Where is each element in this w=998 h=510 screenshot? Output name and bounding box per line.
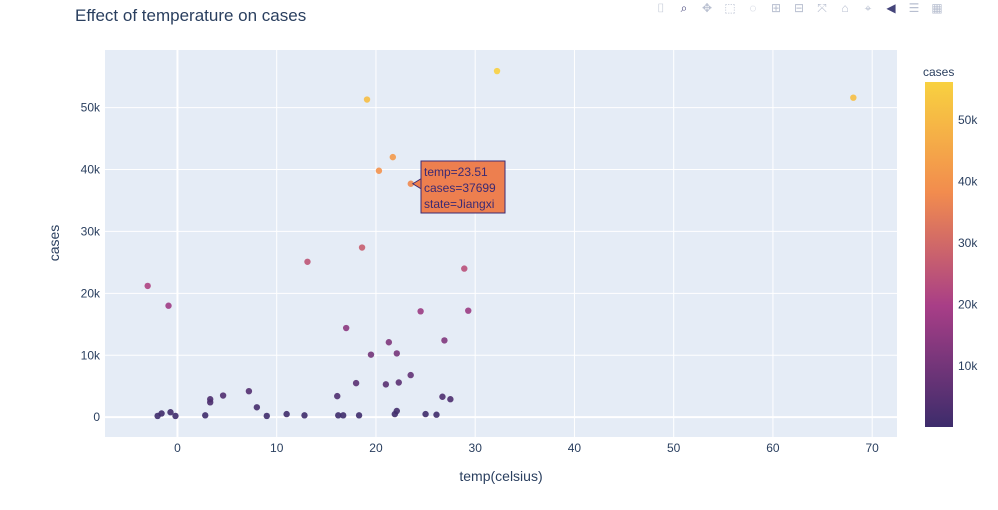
y-tick-label: 20k <box>81 286 101 300</box>
data-point[interactable] <box>433 411 440 418</box>
data-point[interactable] <box>422 410 429 418</box>
data-point[interactable] <box>407 371 414 379</box>
data-point[interactable] <box>335 412 342 419</box>
data-point[interactable] <box>301 412 308 419</box>
data-point[interactable] <box>158 410 165 417</box>
data-point[interactable] <box>393 407 400 415</box>
data-point[interactable] <box>342 324 350 332</box>
reset-axes-icon[interactable]: ⌂ <box>841 1 849 15</box>
x-axis-ticks: 0 10 20 30 40 50 60 70 <box>174 441 879 455</box>
x-tick-label: 70 <box>866 441 880 455</box>
zoom-out-icon[interactable]: ⊟ <box>793 1 805 15</box>
hover-line-state: state=Jiangxi <box>424 197 494 211</box>
colorbar: cases 10k 20k 30k 40k 50k <box>923 65 978 427</box>
colorbar-title: cases <box>923 65 954 79</box>
data-point[interactable] <box>355 412 363 419</box>
y-tick-label: 0 <box>93 410 100 424</box>
data-point[interactable] <box>207 396 214 403</box>
data-point[interactable] <box>172 412 179 420</box>
data-point[interactable] <box>393 350 400 357</box>
data-point[interactable] <box>352 379 360 387</box>
colorbar-tick-label: 10k <box>958 359 978 373</box>
data-point[interactable] <box>363 96 371 103</box>
data-point[interactable] <box>339 412 347 419</box>
data-point[interactable] <box>358 244 366 251</box>
hover-line-cases: cases=37699 <box>424 181 496 195</box>
data-point[interactable] <box>375 167 383 174</box>
data-point[interactable] <box>417 308 424 315</box>
data-point[interactable] <box>447 396 454 403</box>
data-point[interactable] <box>850 94 857 101</box>
data-point[interactable] <box>334 392 341 400</box>
data-point[interactable] <box>144 282 151 290</box>
lasso-select-icon[interactable]: ◌ <box>749 1 757 15</box>
data-point[interactable] <box>167 409 174 416</box>
chart-title: Effect of temperature on cases <box>75 6 307 25</box>
data-point[interactable] <box>382 381 390 388</box>
y-axis-label: cases <box>46 225 62 262</box>
y-axis-ticks: 0 10k 20k 30k 40k 50k <box>81 101 101 425</box>
colorbar-tick-label: 40k <box>958 175 978 189</box>
hover-line-temp: temp=23.51 <box>424 165 488 179</box>
spike-lines-icon[interactable]: ⌖ <box>864 1 872 15</box>
plot-area[interactable] <box>105 50 897 437</box>
data-point[interactable] <box>493 67 501 75</box>
data-point[interactable] <box>245 387 253 395</box>
hover-pointer <box>411 177 422 190</box>
data-point[interactable] <box>441 337 448 344</box>
data-point[interactable] <box>407 180 414 187</box>
data-point[interactable] <box>367 351 375 358</box>
data-points <box>144 67 857 420</box>
x-tick-label: 20 <box>369 441 383 455</box>
box-select-icon[interactable]: ⬚ <box>724 1 736 15</box>
pan-icon[interactable]: ✥ <box>701 1 713 15</box>
zoom-in-icon[interactable]: ⊞ <box>770 1 782 15</box>
data-point[interactable] <box>389 153 397 161</box>
y-tick-label: 10k <box>81 348 101 362</box>
y-tick-label: 30k <box>81 224 101 238</box>
data-point[interactable] <box>465 307 472 314</box>
colorbar-gradient <box>925 82 953 427</box>
data-point[interactable] <box>263 412 270 420</box>
zoom-icon[interactable]: ⌕ <box>680 1 688 15</box>
hover-compare-icon[interactable]: ☰ <box>908 1 920 15</box>
x-tick-label: 60 <box>766 441 780 455</box>
colorbar-tick-label: 50k <box>958 113 978 127</box>
x-tick-label: 40 <box>568 441 582 455</box>
modebar: ⌷ ⌕ ✥ ⬚ ◌ ⊞ ⊟ ⤧ ⌂ ⌖ ◀ ☰ ▦ <box>652 0 946 16</box>
hover-closest-icon[interactable]: ◀ <box>886 1 896 15</box>
x-tick-label: 50 <box>667 441 681 455</box>
data-point[interactable] <box>385 339 393 346</box>
data-point[interactable] <box>283 410 290 418</box>
hover-box <box>420 160 506 214</box>
gridlines <box>105 50 897 437</box>
autoscale-icon[interactable]: ⤧ <box>817 1 827 15</box>
data-point[interactable] <box>219 392 227 399</box>
colorbar-tick-label: 20k <box>958 298 978 312</box>
data-point[interactable] <box>202 412 209 419</box>
y-tick-label: 50k <box>81 101 101 115</box>
camera-icon[interactable]: ⌷ <box>657 1 665 15</box>
x-tick-label: 0 <box>174 441 181 455</box>
x-axis-label: temp(celsius) <box>459 468 542 484</box>
plotly-logo-icon[interactable]: ▦ <box>931 1 943 15</box>
hover-tooltip: temp=23.51 cases=37699 state=Jiangxi <box>411 160 506 214</box>
data-point[interactable] <box>165 302 172 309</box>
x-tick-label: 30 <box>469 441 483 455</box>
data-point[interactable] <box>253 404 261 411</box>
y-tick-label: 40k <box>81 163 101 177</box>
data-point[interactable] <box>461 265 468 272</box>
colorbar-tick-label: 30k <box>958 236 978 250</box>
data-point[interactable] <box>395 379 402 386</box>
colorbar-ticks: 10k 20k 30k 40k 50k <box>958 113 978 373</box>
x-tick-label: 10 <box>270 441 284 455</box>
data-point[interactable] <box>439 393 446 400</box>
data-point[interactable] <box>304 258 311 265</box>
